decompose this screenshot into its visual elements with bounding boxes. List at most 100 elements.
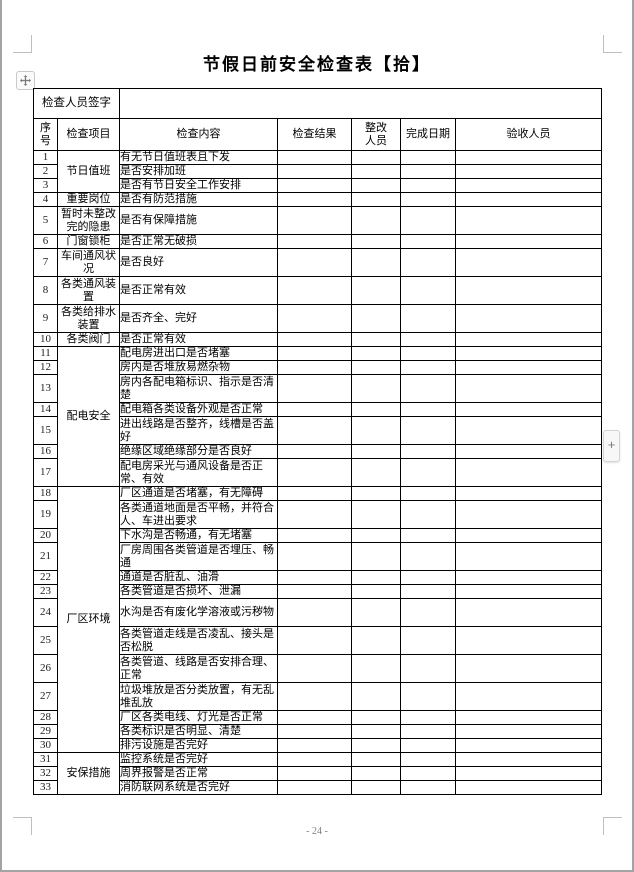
acceptor-cell[interactable] xyxy=(454,542,603,571)
rectifier-cell[interactable] xyxy=(351,626,401,655)
result-cell[interactable] xyxy=(277,304,352,333)
date-cell[interactable] xyxy=(400,570,456,585)
result-cell[interactable] xyxy=(277,332,352,347)
acceptor-cell[interactable] xyxy=(454,248,603,277)
result-cell[interactable] xyxy=(277,150,352,165)
date-cell[interactable] xyxy=(400,332,456,347)
acceptor-cell[interactable] xyxy=(454,192,603,207)
acceptor-cell[interactable] xyxy=(454,654,603,683)
rectifier-cell[interactable] xyxy=(351,542,401,571)
rectifier-cell[interactable] xyxy=(351,444,401,459)
rectifier-cell[interactable] xyxy=(351,780,401,795)
result-cell[interactable] xyxy=(277,780,352,795)
acceptor-cell[interactable] xyxy=(454,178,603,193)
result-cell[interactable] xyxy=(277,276,352,305)
acceptor-cell[interactable] xyxy=(454,682,603,711)
date-cell[interactable] xyxy=(400,710,456,725)
acceptor-cell[interactable] xyxy=(454,304,603,333)
insert-plus-button[interactable]: + xyxy=(603,430,620,462)
result-cell[interactable] xyxy=(277,724,352,739)
acceptor-cell[interactable] xyxy=(454,528,603,543)
result-cell[interactable] xyxy=(277,402,352,417)
date-cell[interactable] xyxy=(400,500,456,529)
rectifier-cell[interactable] xyxy=(351,346,401,361)
rectifier-cell[interactable] xyxy=(351,248,401,277)
result-cell[interactable] xyxy=(277,346,352,361)
result-cell[interactable] xyxy=(277,584,352,599)
date-cell[interactable] xyxy=(400,654,456,683)
acceptor-cell[interactable] xyxy=(454,584,603,599)
rectifier-cell[interactable] xyxy=(351,724,401,739)
result-cell[interactable] xyxy=(277,360,352,375)
date-cell[interactable] xyxy=(400,458,456,487)
acceptor-cell[interactable] xyxy=(454,346,603,361)
table-move-handle[interactable] xyxy=(16,71,35,90)
acceptor-cell[interactable] xyxy=(454,598,603,627)
result-cell[interactable] xyxy=(277,710,352,725)
rectifier-cell[interactable] xyxy=(351,486,401,501)
date-cell[interactable] xyxy=(400,738,456,753)
date-cell[interactable] xyxy=(400,192,456,207)
acceptor-cell[interactable] xyxy=(454,150,603,165)
acceptor-cell[interactable] xyxy=(454,570,603,585)
acceptor-cell[interactable] xyxy=(454,738,603,753)
date-cell[interactable] xyxy=(400,626,456,655)
acceptor-cell[interactable] xyxy=(454,206,603,235)
result-cell[interactable] xyxy=(277,654,352,683)
result-cell[interactable] xyxy=(277,248,352,277)
date-cell[interactable] xyxy=(400,164,456,179)
result-cell[interactable] xyxy=(277,206,352,235)
result-cell[interactable] xyxy=(277,738,352,753)
result-cell[interactable] xyxy=(277,178,352,193)
date-cell[interactable] xyxy=(400,178,456,193)
date-cell[interactable] xyxy=(400,206,456,235)
rectifier-cell[interactable] xyxy=(351,458,401,487)
acceptor-cell[interactable] xyxy=(454,766,603,781)
acceptor-cell[interactable] xyxy=(454,164,603,179)
date-cell[interactable] xyxy=(400,360,456,375)
result-cell[interactable] xyxy=(277,486,352,501)
date-cell[interactable] xyxy=(400,584,456,599)
acceptor-cell[interactable] xyxy=(454,276,603,305)
date-cell[interactable] xyxy=(400,346,456,361)
result-cell[interactable] xyxy=(277,164,352,179)
rectifier-cell[interactable] xyxy=(351,332,401,347)
rectifier-cell[interactable] xyxy=(351,528,401,543)
result-cell[interactable] xyxy=(277,542,352,571)
rectifier-cell[interactable] xyxy=(351,598,401,627)
rectifier-cell[interactable] xyxy=(351,710,401,725)
date-cell[interactable] xyxy=(400,766,456,781)
rectifier-cell[interactable] xyxy=(351,234,401,249)
rectifier-cell[interactable] xyxy=(351,374,401,403)
result-cell[interactable] xyxy=(277,444,352,459)
rectifier-cell[interactable] xyxy=(351,304,401,333)
signature-value-cell[interactable] xyxy=(118,88,603,119)
result-cell[interactable] xyxy=(277,374,352,403)
result-cell[interactable] xyxy=(277,598,352,627)
acceptor-cell[interactable] xyxy=(454,374,603,403)
date-cell[interactable] xyxy=(400,598,456,627)
acceptor-cell[interactable] xyxy=(454,234,603,249)
result-cell[interactable] xyxy=(277,500,352,529)
acceptor-cell[interactable] xyxy=(454,402,603,417)
date-cell[interactable] xyxy=(400,542,456,571)
acceptor-cell[interactable] xyxy=(454,500,603,529)
rectifier-cell[interactable] xyxy=(351,766,401,781)
result-cell[interactable] xyxy=(277,458,352,487)
rectifier-cell[interactable] xyxy=(351,738,401,753)
date-cell[interactable] xyxy=(400,682,456,711)
acceptor-cell[interactable] xyxy=(454,458,603,487)
date-cell[interactable] xyxy=(400,374,456,403)
acceptor-cell[interactable] xyxy=(454,360,603,375)
result-cell[interactable] xyxy=(277,234,352,249)
date-cell[interactable] xyxy=(400,528,456,543)
date-cell[interactable] xyxy=(400,724,456,739)
date-cell[interactable] xyxy=(400,150,456,165)
rectifier-cell[interactable] xyxy=(351,654,401,683)
rectifier-cell[interactable] xyxy=(351,164,401,179)
result-cell[interactable] xyxy=(277,528,352,543)
rectifier-cell[interactable] xyxy=(351,178,401,193)
rectifier-cell[interactable] xyxy=(351,752,401,767)
acceptor-cell[interactable] xyxy=(454,710,603,725)
result-cell[interactable] xyxy=(277,416,352,445)
